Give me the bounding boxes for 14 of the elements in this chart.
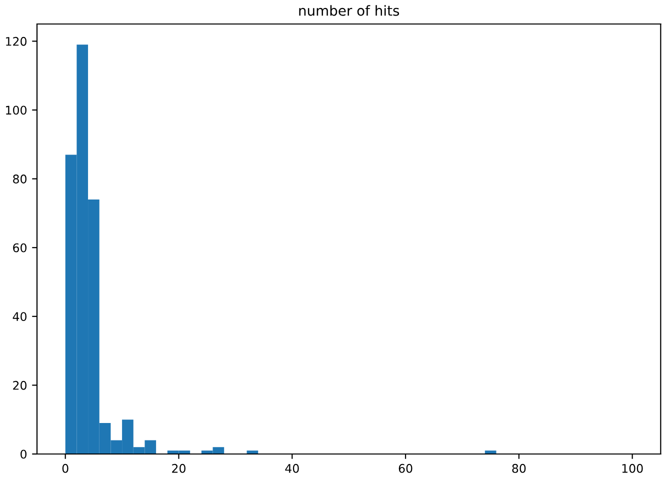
chart-title: number of hits — [299, 5, 400, 16]
y-tick-label: 100 — [6, 106, 26, 115]
x-tick-label: 40 — [285, 464, 299, 473]
x-tick-label: 60 — [398, 464, 412, 473]
x-tick-label: 20 — [172, 464, 186, 473]
y-tick-label: 40 — [12, 312, 26, 322]
y-tick-label: 60 — [13, 243, 26, 252]
x-tick-label: 80 — [512, 464, 526, 473]
x-tick-label: 100 — [622, 464, 643, 473]
y-tick-label: 20 — [13, 380, 26, 390]
y-tick-label: 80 — [13, 174, 26, 184]
x-tick-label: 0 — [62, 464, 68, 473]
y-tick-label: 120 — [6, 36, 26, 46]
y-tick-label: 0 — [20, 450, 26, 459]
